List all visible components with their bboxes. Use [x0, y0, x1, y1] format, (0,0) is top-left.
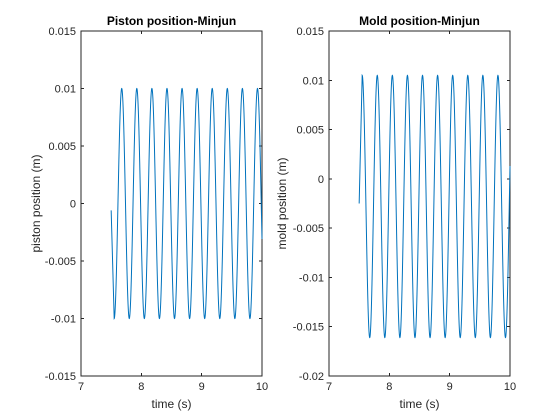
mold-y-tick-label: 0.01: [303, 75, 324, 87]
mold-x-tick-label: 7: [326, 381, 332, 393]
mold-y-tick-label: -0.01: [299, 272, 324, 284]
piston-x-tick-label: 10: [256, 381, 268, 393]
piston-y-tick-label: 0: [70, 199, 76, 211]
piston-chart-title: Piston position-Minjun: [107, 14, 236, 28]
mold-x-tick-label: 9: [447, 381, 453, 393]
mold-y-axis-label: mold position (m): [275, 157, 289, 249]
piston-x-axis-label: time (s): [152, 397, 192, 411]
piston-x-tick-label: 8: [138, 381, 144, 393]
piston-y-tick-label: 0.01: [55, 84, 76, 96]
mold-y-tick-label: -0.02: [299, 371, 324, 383]
piston-y-axis-label: piston position (m): [29, 154, 43, 252]
piston-axes: Piston position-Minjun time (s) piston p…: [29, 14, 268, 411]
mold-axes: Mold position-Minjun time (s) mold posit…: [275, 14, 516, 411]
piston-y-tick-label: -0.015: [45, 371, 76, 383]
mold-x-axis-label: time (s): [400, 397, 440, 411]
mold-series-line: [358, 73, 511, 339]
piston-y-tick-label: -0.01: [51, 314, 76, 326]
mold-y-tick-label: 0.015: [296, 26, 324, 38]
piston-y-tick-label: -0.005: [45, 256, 76, 268]
mold-chart-title: Mold position-Minjun: [359, 14, 480, 28]
piston-x-tick-label: 7: [78, 381, 84, 393]
mold-y-tick-label: 0.005: [296, 125, 324, 137]
mold-y-tick-label: -0.015: [293, 322, 324, 334]
piston-y-tick-label: 0.005: [48, 141, 76, 153]
piston-y-tick-label: 0.015: [48, 26, 76, 38]
mold-y-tick-label: -0.005: [293, 223, 324, 235]
mold-x-tick-label: 10: [504, 381, 516, 393]
mold-axes-box: [328, 30, 511, 377]
mold-x-tick-label: 8: [386, 381, 392, 393]
piston-series-line: [110, 87, 263, 320]
piston-x-tick-label: 9: [199, 381, 205, 393]
mold-y-tick-label: 0: [318, 174, 324, 186]
mold-ticks: 7 8 9 10 -0.02 -0.015 -0.01 -0.005 0 0.005 0.01 0.0…: [293, 26, 516, 393]
piston-ticks: 7 8 9 10 -0.015 -0.01 -0.005 0 0.005 0.01 0.015: [45, 26, 268, 393]
